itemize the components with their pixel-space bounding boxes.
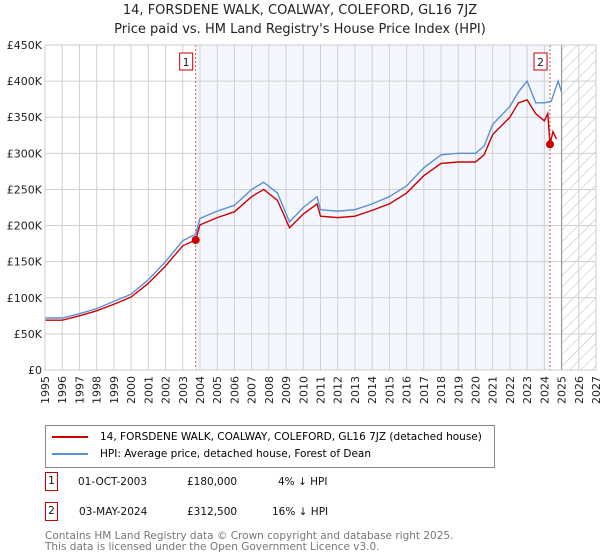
transaction-hpi: 16% ↓ HPI (272, 506, 329, 518)
x-tick-label: 1999 (108, 376, 121, 404)
x-tick-label: 1996 (56, 376, 69, 404)
x-tick-label: 2017 (418, 376, 431, 404)
x-tick-label: 1998 (91, 376, 104, 404)
transaction-date: 01-OCT-2003 (78, 476, 147, 488)
legend-label-property: 14, FORSDENE WALK, COALWAY, COLEFORD, GL… (100, 431, 482, 443)
footer: Contains HM Land Registry data © Crown c… (45, 531, 453, 553)
y-tick-label: £200K (7, 220, 43, 233)
x-tick-label: 2009 (280, 376, 293, 404)
x-tick-label: 2002 (160, 376, 173, 404)
y-tick-label: £400K (7, 75, 43, 88)
x-tick-label: 2026 (573, 376, 586, 404)
sale-point (546, 140, 555, 149)
y-tick-label: £300K (7, 147, 43, 160)
x-tick-label: 2019 (452, 376, 465, 404)
transaction-badge: 2 (45, 502, 58, 521)
sale-label: 1 (183, 56, 190, 69)
x-tick-label: 2014 (366, 376, 379, 404)
x-tick-label: 2004 (194, 376, 207, 404)
x-tick-label: 2022 (504, 376, 517, 404)
x-tick-label: 2007 (246, 376, 259, 404)
y-tick-label: £50K (14, 328, 43, 341)
x-tick-label: 2021 (487, 376, 500, 404)
y-tick-label: £450K (7, 39, 43, 52)
x-tick-label: 2005 (211, 376, 224, 404)
footer-copyright: Contains HM Land Registry data © Crown c… (45, 530, 454, 542)
legend-swatch-property (52, 436, 88, 438)
x-tick-label: 2015 (383, 376, 396, 404)
x-tick-label: 2016 (401, 376, 414, 404)
y-tick-label: £0 (28, 364, 42, 377)
y-tick-label: £150K (7, 256, 43, 269)
x-tick-label: 1995 (39, 376, 52, 404)
chart-title: 14, FORSDENE WALK, COALWAY, COLEFORD, GL… (122, 3, 478, 18)
chart-subtitle: Price paid vs. HM Land Registry's House … (114, 22, 486, 37)
sale-label-box (179, 52, 194, 71)
x-tick-label: 2011 (315, 376, 328, 404)
x-tick-label: 2003 (177, 376, 190, 404)
x-tick-label: 2001 (142, 376, 155, 404)
sale-label-box (533, 52, 548, 71)
footer-licence: This data is licensed under the Open Gov… (45, 541, 380, 553)
price-chart: 1995 1996 1997 1998 1999 2000 2001 2002 2003 2004… (7, 39, 600, 404)
property-price-line (45, 99, 558, 321)
x-tick-label: 2008 (263, 376, 276, 404)
x-tick-label: 2023 (521, 376, 534, 404)
transaction-price: £180,000 (187, 476, 238, 488)
x-tick-label: 2006 (228, 376, 241, 404)
legend-label-hpi: HPI: Average price, detached house, Fore… (100, 448, 372, 460)
legend: 14, FORSDENE WALK, COALWAY, COLEFORD, GL… (45, 425, 495, 468)
transaction-price: £312,500 (187, 506, 238, 518)
x-tick-label: 2013 (349, 376, 362, 404)
x-tick-label: 1997 (73, 376, 86, 404)
y-tick-label: £250K (7, 183, 43, 196)
x-tick-label: 2010 (297, 376, 310, 404)
x-tick-label: 2027 (590, 376, 600, 404)
sale-period-shading (195, 45, 551, 370)
legend-swatch-hpi (52, 453, 88, 455)
x-tick-label: 2024 (538, 376, 551, 404)
hpi-line (45, 78, 563, 319)
sale-point (191, 236, 200, 244)
y-tick-label: £100K (7, 292, 43, 305)
plot-frame (44, 44, 597, 371)
sale-label: 2 (537, 56, 544, 69)
y-tick-label: £350K (7, 111, 43, 124)
x-tick-label: 2000 (125, 376, 138, 404)
x-tick-label: 2020 (469, 376, 482, 404)
transaction-hpi: 4% ↓ HPI (278, 476, 328, 488)
x-tick-label: 2025 (556, 376, 569, 404)
transaction-badge: 1 (45, 472, 58, 491)
x-tick-label: 2012 (332, 376, 345, 404)
transaction-date: 03-MAY-2024 (79, 506, 148, 518)
x-tick-label: 2018 (435, 376, 448, 404)
